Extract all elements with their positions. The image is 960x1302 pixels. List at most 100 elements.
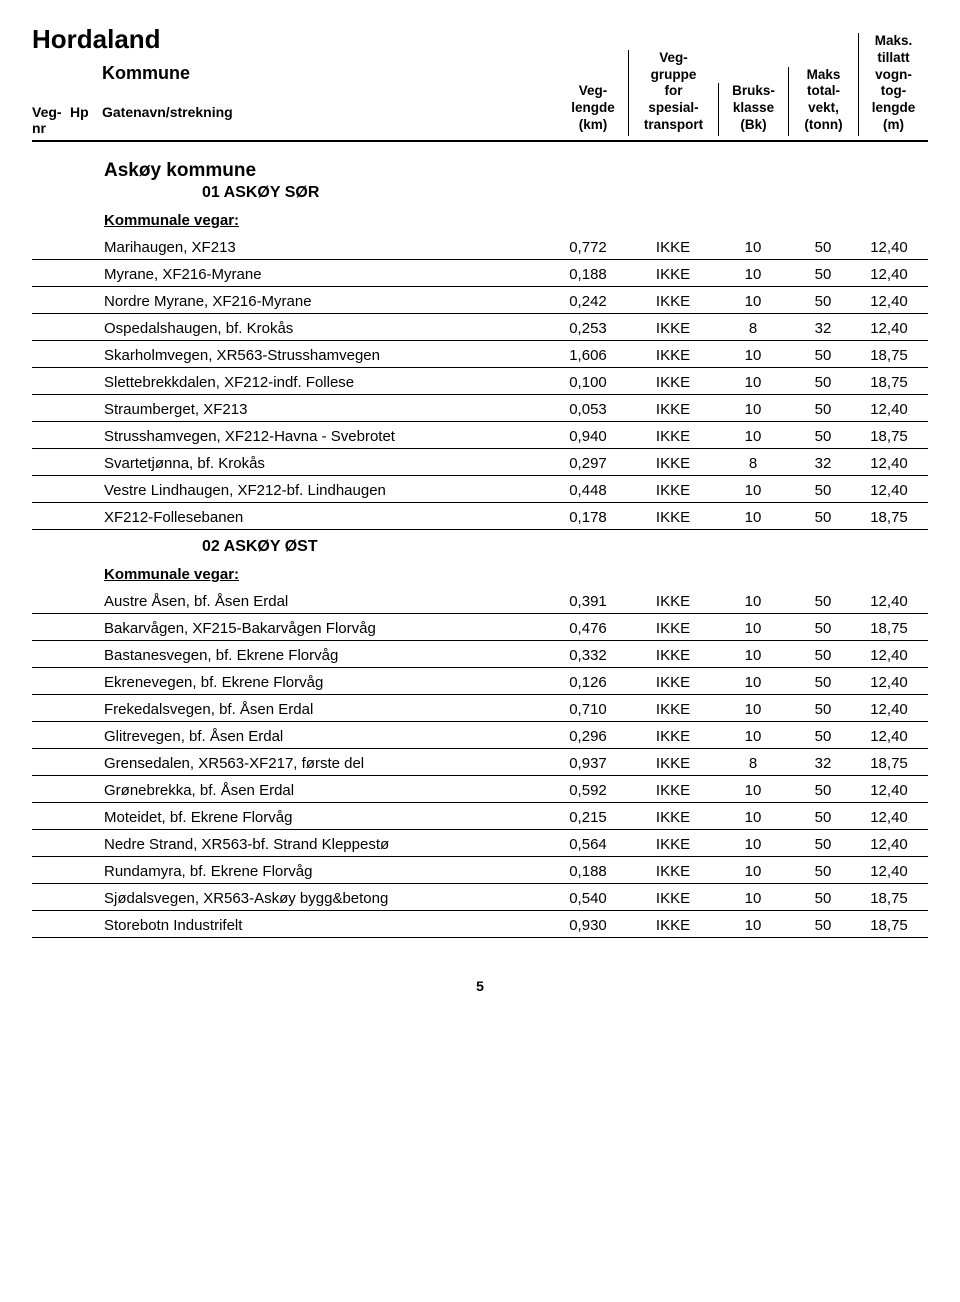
row-value: 0,053 <box>558 401 628 418</box>
row-name: Marihaugen, XF213 <box>32 239 558 256</box>
row-value: 12,40 <box>858 647 928 664</box>
table-row: Vestre Lindhaugen, XF212-bf. Lindhaugen0… <box>32 476 928 503</box>
row-name: Ekrenevegen, bf. Ekrene Florvåg <box>32 674 558 691</box>
table-row: Grønebrekka, bf. Åsen Erdal0,592IKKE1050… <box>32 776 928 803</box>
row-value: 0,564 <box>558 836 628 853</box>
table-row: Grensedalen, XR563-XF217, første del0,93… <box>32 749 928 776</box>
row-value: IKKE <box>628 809 718 826</box>
table-row: Storebotn Industrifelt0,930IKKE105018,75 <box>32 911 928 938</box>
row-value: 50 <box>788 863 858 880</box>
row-value: IKKE <box>628 455 718 472</box>
row-value: 32 <box>788 755 858 772</box>
row-name: Vestre Lindhaugen, XF212-bf. Lindhaugen <box>32 482 558 499</box>
row-value: 0,476 <box>558 620 628 637</box>
row-value: 50 <box>788 728 858 745</box>
row-value: 12,40 <box>858 674 928 691</box>
table-row: Straumberget, XF2130,053IKKE105012,40 <box>32 395 928 422</box>
row-value: 10 <box>718 890 788 907</box>
table-row: Myrane, XF216-Myrane0,188IKKE105012,40 <box>32 260 928 287</box>
row-value: 12,40 <box>858 239 928 256</box>
row-value: 18,75 <box>858 890 928 907</box>
row-name: Ospedalshaugen, bf. Krokås <box>32 320 558 337</box>
row-value: 12,40 <box>858 836 928 853</box>
row-value: 50 <box>788 917 858 934</box>
row-name: XF212-Follesebanen <box>32 509 558 526</box>
row-name: Moteidet, bf. Ekrene Florvåg <box>32 809 558 826</box>
table-row: Svartetjønna, bf. Krokås0,297IKKE83212,4… <box>32 449 928 476</box>
row-value: 32 <box>788 320 858 337</box>
row-value: 1,606 <box>558 347 628 364</box>
table-row: XF212-Follesebanen0,178IKKE105018,75 <box>32 503 928 530</box>
row-value: 50 <box>788 647 858 664</box>
row-value: IKKE <box>628 890 718 907</box>
table-row: Frekedalsvegen, bf. Åsen Erdal0,710IKKE1… <box>32 695 928 722</box>
row-value: IKKE <box>628 374 718 391</box>
row-value: 50 <box>788 374 858 391</box>
col-hp: Hp <box>70 104 102 136</box>
row-name: Myrane, XF216-Myrane <box>32 266 558 283</box>
table-row: Slettebrekkdalen, XF212-indf. Follese0,1… <box>32 368 928 395</box>
row-name: Grensedalen, XR563-XF217, første del <box>32 755 558 772</box>
row-value: 0,188 <box>558 266 628 283</box>
row-value: IKKE <box>628 266 718 283</box>
row-value: 0,253 <box>558 320 628 337</box>
row-value: 50 <box>788 836 858 853</box>
row-value: 10 <box>718 239 788 256</box>
row-value: 50 <box>788 401 858 418</box>
table-row: Ospedalshaugen, bf. Krokås0,253IKKE83212… <box>32 314 928 341</box>
page-number: 5 <box>32 978 928 994</box>
row-value: IKKE <box>628 239 718 256</box>
row-name: Slettebrekkdalen, XF212-indf. Follese <box>32 374 558 391</box>
row-name: Nedre Strand, XR563-bf. Strand Kleppestø <box>32 836 558 853</box>
table-row: Nordre Myrane, XF216-Myrane0,242IKKE1050… <box>32 287 928 314</box>
row-value: 10 <box>718 266 788 283</box>
row-value: 8 <box>718 455 788 472</box>
row-value: 12,40 <box>858 593 928 610</box>
col-makslengde: Maks. tillatt vogn- tog- lengde (m) <box>858 33 928 136</box>
table-row: Skarholmvegen, XR563-Strusshamvegen1,606… <box>32 341 928 368</box>
region-title: Hordaland <box>32 24 558 55</box>
row-value: IKKE <box>628 620 718 637</box>
row-value: 10 <box>718 347 788 364</box>
row-value: IKKE <box>628 863 718 880</box>
row-value: IKKE <box>628 782 718 799</box>
table-row: Rundamyra, bf. Ekrene Florvåg0,188IKKE10… <box>32 857 928 884</box>
row-value: IKKE <box>628 674 718 691</box>
row-value: 50 <box>788 428 858 445</box>
row-value: 12,40 <box>858 293 928 310</box>
row-value: 10 <box>718 782 788 799</box>
row-value: 18,75 <box>858 917 928 934</box>
col-gate: Gatenavn/strekning <box>102 104 558 136</box>
row-value: 10 <box>718 401 788 418</box>
row-value: 0,930 <box>558 917 628 934</box>
row-value: 10 <box>718 482 788 499</box>
row-value: 50 <box>788 809 858 826</box>
row-value: 0,242 <box>558 293 628 310</box>
row-value: 0,391 <box>558 593 628 610</box>
row-value: IKKE <box>628 836 718 853</box>
row-value: 0,297 <box>558 455 628 472</box>
col-bruksklasse: Bruks- klasse (Bk) <box>718 83 788 136</box>
col-veglengde: Veg- lengde (km) <box>558 83 628 136</box>
table-row: Bakarvågen, XF215-Bakarvågen Florvåg0,47… <box>32 614 928 641</box>
row-value: 50 <box>788 293 858 310</box>
row-value: IKKE <box>628 593 718 610</box>
row-value: 12,40 <box>858 266 928 283</box>
row-value: 12,40 <box>858 863 928 880</box>
row-value: 18,75 <box>858 374 928 391</box>
row-value: IKKE <box>628 755 718 772</box>
table-row: Ekrenevegen, bf. Ekrene Florvåg0,126IKKE… <box>32 668 928 695</box>
row-value: IKKE <box>628 482 718 499</box>
row-value: 0,126 <box>558 674 628 691</box>
row-value: 50 <box>788 266 858 283</box>
row-name: Straumberget, XF213 <box>32 401 558 418</box>
row-value: 8 <box>718 320 788 337</box>
row-value: IKKE <box>628 647 718 664</box>
row-value: 10 <box>718 620 788 637</box>
row-value: 0,540 <box>558 890 628 907</box>
row-value: 18,75 <box>858 428 928 445</box>
row-value: 10 <box>718 728 788 745</box>
row-value: 50 <box>788 620 858 637</box>
row-value: 10 <box>718 647 788 664</box>
row-value: 12,40 <box>858 320 928 337</box>
